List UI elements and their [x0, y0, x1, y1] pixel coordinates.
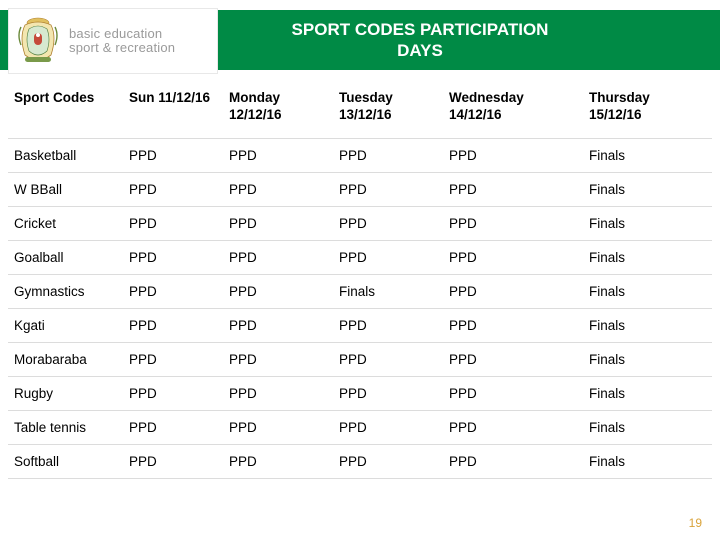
table-cell: PPD	[443, 274, 583, 308]
table-cell: PPD	[333, 308, 443, 342]
table-cell: PPD	[443, 376, 583, 410]
table-row: BasketballPPDPPDPPDPPDFinals	[8, 138, 712, 172]
table-row: RugbyPPDPPDPPDPPDFinals	[8, 376, 712, 410]
table-cell: Gymnastics	[8, 274, 123, 308]
table-container: Sport CodesSun 11/12/16Monday 12/12/16Tu…	[8, 82, 712, 479]
table-cell: Finals	[333, 274, 443, 308]
page-number: 19	[689, 516, 702, 530]
table-cell: Finals	[583, 444, 712, 478]
table-cell: PPD	[123, 206, 223, 240]
table-cell: PPD	[333, 376, 443, 410]
table-cell: PPD	[443, 444, 583, 478]
table-cell: Finals	[583, 376, 712, 410]
table-cell: PPD	[123, 342, 223, 376]
table-cell: PPD	[333, 410, 443, 444]
table-cell: Softball	[8, 444, 123, 478]
table-row: CricketPPDPPDPPDPPDFinals	[8, 206, 712, 240]
table-cell: PPD	[443, 172, 583, 206]
table-header-cell: Tuesday 13/12/16	[333, 82, 443, 138]
coat-of-arms-icon	[15, 15, 61, 67]
table-cell: PPD	[333, 206, 443, 240]
participation-table: Sport CodesSun 11/12/16Monday 12/12/16Tu…	[8, 82, 712, 479]
table-cell: PPD	[123, 172, 223, 206]
table-cell: PPD	[223, 410, 333, 444]
table-cell: PPD	[223, 172, 333, 206]
logo-line1: basic education	[69, 27, 175, 41]
table-cell: PPD	[443, 240, 583, 274]
table-cell: PPD	[443, 138, 583, 172]
table-cell: PPD	[443, 206, 583, 240]
table-row: SoftballPPDPPDPPDPPDFinals	[8, 444, 712, 478]
table-cell: PPD	[333, 172, 443, 206]
table-cell: PPD	[123, 444, 223, 478]
table-header-row: Sport CodesSun 11/12/16Monday 12/12/16Tu…	[8, 82, 712, 138]
table-cell: W BBall	[8, 172, 123, 206]
table-cell: Cricket	[8, 206, 123, 240]
table-cell: PPD	[443, 308, 583, 342]
table-header-cell: Monday 12/12/16	[223, 82, 333, 138]
table-header-cell: Sun 11/12/16	[123, 82, 223, 138]
table-row: GoalballPPDPPDPPDPPDFinals	[8, 240, 712, 274]
table-cell: Finals	[583, 308, 712, 342]
table-row: KgatiPPDPPDPPDPPDFinals	[8, 308, 712, 342]
table-row: W BBallPPDPPDPPDPPDFinals	[8, 172, 712, 206]
table-cell: Finals	[583, 206, 712, 240]
table-body: BasketballPPDPPDPPDPPDFinalsW BBallPPDPP…	[8, 138, 712, 478]
table-cell: PPD	[123, 274, 223, 308]
banner-title-line2: DAYS	[397, 41, 443, 60]
table-cell: Morabaraba	[8, 342, 123, 376]
table-cell: PPD	[123, 308, 223, 342]
table-cell: PPD	[223, 240, 333, 274]
table-cell: PPD	[223, 206, 333, 240]
logo-text: basic education sport & recreation	[69, 27, 175, 56]
table-cell: PPD	[123, 240, 223, 274]
table-cell: Finals	[583, 172, 712, 206]
table-cell: Table tennis	[8, 410, 123, 444]
table-cell: Goalball	[8, 240, 123, 274]
table-cell: Finals	[583, 342, 712, 376]
logo-box: basic education sport & recreation	[8, 8, 218, 74]
table-cell: Basketball	[8, 138, 123, 172]
table-cell: Finals	[583, 240, 712, 274]
banner-title-line1: SPORT CODES PARTICIPATION	[292, 20, 549, 39]
table-row: GymnasticsPPDPPDFinalsPPDFinals	[8, 274, 712, 308]
table-cell: PPD	[223, 138, 333, 172]
banner-title: SPORT CODES PARTICIPATION DAYS	[292, 19, 549, 62]
table-cell: Rugby	[8, 376, 123, 410]
table-cell: PPD	[223, 444, 333, 478]
table-header-cell: Wednesday 14/12/16	[443, 82, 583, 138]
table-cell: PPD	[223, 342, 333, 376]
table-cell: PPD	[123, 410, 223, 444]
table-cell: Finals	[583, 274, 712, 308]
table-cell: PPD	[223, 274, 333, 308]
table-cell: PPD	[333, 342, 443, 376]
table-cell: PPD	[333, 240, 443, 274]
table-cell: PPD	[123, 138, 223, 172]
table-cell: Finals	[583, 410, 712, 444]
table-header-cell: Sport Codes	[8, 82, 123, 138]
table-cell: PPD	[223, 376, 333, 410]
table-cell: PPD	[123, 376, 223, 410]
table-row: MorabarabaPPDPPDPPDPPDFinals	[8, 342, 712, 376]
table-cell: Kgati	[8, 308, 123, 342]
table-row: Table tennisPPDPPDPPDPPDFinals	[8, 410, 712, 444]
table-cell: PPD	[333, 138, 443, 172]
table-cell: PPD	[333, 444, 443, 478]
table-cell: PPD	[223, 308, 333, 342]
table-cell: PPD	[443, 410, 583, 444]
slide: SPORT CODES PARTICIPATION DAYS basic edu…	[0, 0, 720, 540]
table-cell: PPD	[443, 342, 583, 376]
logo-line2: sport & recreation	[69, 41, 175, 55]
table-cell: Finals	[583, 138, 712, 172]
table-header-cell: Thursday 15/12/16	[583, 82, 712, 138]
